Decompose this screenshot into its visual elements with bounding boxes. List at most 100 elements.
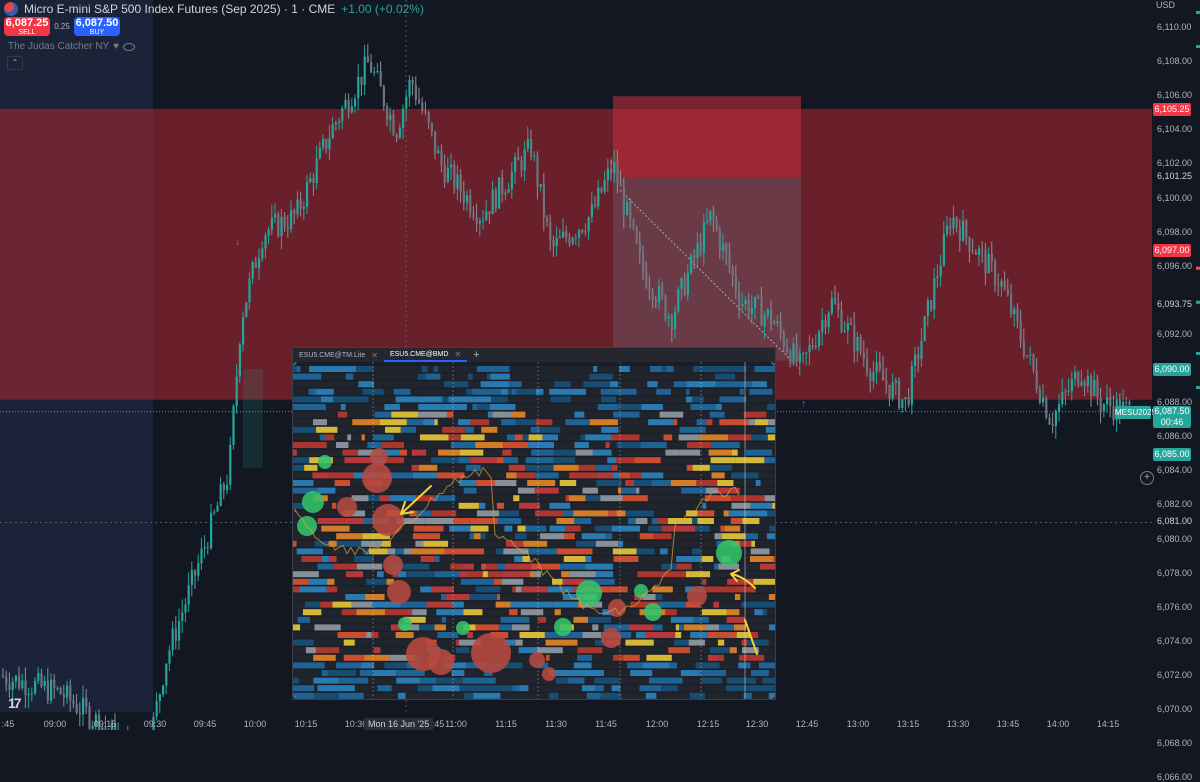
heat-cell [460, 685, 487, 691]
heat-cell [740, 541, 751, 547]
heat-cell [557, 548, 585, 554]
candle-body [821, 320, 823, 332]
candle-body [853, 325, 855, 352]
heat-cell [441, 404, 467, 410]
heat-cell [536, 389, 544, 395]
heat-cell [513, 495, 519, 501]
candle-body [568, 238, 570, 244]
heat-cell [751, 541, 755, 547]
candle-body [447, 168, 449, 183]
heat-cell [495, 480, 517, 486]
candle-body [594, 204, 596, 206]
tab-bmd[interactable]: ESU5.CME@BMD ✕ [384, 348, 467, 362]
heat-cell [725, 526, 741, 532]
heat-cell [549, 693, 559, 699]
heat-cell [702, 579, 706, 585]
candle-body [248, 279, 250, 303]
candle-body [236, 376, 238, 406]
add-tab-plus-icon[interactable]: + [467, 349, 485, 361]
sell-button[interactable]: 6,087.25 SELL [4, 17, 50, 36]
heat-cell [432, 685, 459, 691]
heat-cell [693, 366, 720, 372]
candle-body [732, 268, 734, 275]
heat-row [293, 685, 775, 692]
heat-cell [754, 609, 762, 615]
heat-cell [320, 434, 325, 440]
candle-body [60, 688, 62, 694]
heat-cell [413, 472, 426, 478]
indicator-legend[interactable]: The Judas Catcher NY ♥ [8, 41, 135, 52]
candle-body [319, 148, 321, 159]
heat-cell [575, 442, 589, 448]
heat-cell [476, 586, 501, 592]
candle-body [658, 286, 660, 302]
close-icon[interactable]: ✕ [454, 350, 461, 359]
candle-body [616, 162, 618, 183]
heat-cell [293, 427, 316, 433]
heat-cell [700, 670, 726, 676]
buy-button[interactable]: 6,087.50 BUY [74, 17, 120, 36]
heat-cell [560, 640, 577, 646]
heat-cell [396, 670, 401, 676]
heat-cell [593, 366, 597, 372]
collapse-chevron-icon[interactable]: ⌃ [7, 56, 23, 70]
candle-body [908, 397, 910, 404]
heat-cell [622, 495, 647, 501]
heat-cell [617, 442, 641, 448]
heart-icon[interactable]: ♥ [113, 41, 119, 52]
heat-cell [449, 526, 470, 532]
heat-cell [583, 381, 610, 387]
heat-cell [665, 609, 676, 615]
heat-cell [477, 366, 500, 372]
candle-body [786, 347, 788, 352]
currency-label[interactable]: USD [1156, 0, 1175, 10]
candle-body [728, 254, 730, 268]
heat-cell [708, 655, 717, 661]
candle-body [184, 604, 186, 612]
candle-body [549, 222, 551, 240]
candle-body [965, 221, 967, 237]
heat-cell [747, 640, 768, 646]
heat-cell [710, 412, 725, 418]
heat-cell [400, 450, 408, 456]
close-icon[interactable]: ✕ [371, 351, 378, 360]
heat-cell [396, 678, 420, 684]
heat-cell [753, 579, 770, 585]
add-alert-plus-icon[interactable]: + [1140, 471, 1154, 485]
heat-cell [474, 533, 481, 539]
heat-cell [760, 564, 775, 570]
heat-cell [293, 624, 300, 630]
heat-cell [526, 526, 547, 532]
heat-cell [695, 526, 710, 532]
heatmap-canvas[interactable] [293, 362, 775, 699]
heatmap-panel[interactable]: ESU5.CME@TM.Lite ✕ ESU5.CME@BMD ✕ + [292, 347, 776, 700]
heat-cell [689, 640, 705, 646]
heat-cell [390, 655, 408, 661]
price-badge: 6,090.00 [1153, 363, 1191, 376]
tab-tm-lite[interactable]: ESU5.CME@TM.Lite ✕ [293, 348, 384, 362]
heat-cell [418, 412, 447, 418]
candle-body [1055, 412, 1057, 426]
time-tick-label: 14:15 [1097, 719, 1120, 729]
heat-cell [587, 693, 601, 699]
candle-body [300, 200, 302, 209]
time-tick-label: 13:30 [947, 719, 970, 729]
heat-cell [650, 632, 675, 638]
price-badge: 6,097.00 [1153, 244, 1191, 257]
candle-body [8, 684, 10, 689]
symbol-title[interactable]: Micro E-mini S&P 500 Index Futures (Sep … [24, 2, 335, 16]
candle-body [63, 694, 65, 697]
candle-body [485, 211, 487, 220]
axis-marker [1196, 301, 1200, 304]
candle-body [306, 182, 308, 207]
candle-body [428, 112, 430, 123]
candle-body [578, 230, 580, 237]
eye-icon[interactable] [123, 43, 135, 51]
heat-cell [470, 457, 497, 463]
tradingview-logo-icon[interactable]: 17 [8, 695, 20, 711]
heat-cell [696, 662, 708, 668]
heat-cell [465, 427, 474, 433]
candle-body [341, 108, 343, 121]
spread-value: 0.25 [50, 22, 74, 31]
heat-cell [531, 564, 560, 570]
